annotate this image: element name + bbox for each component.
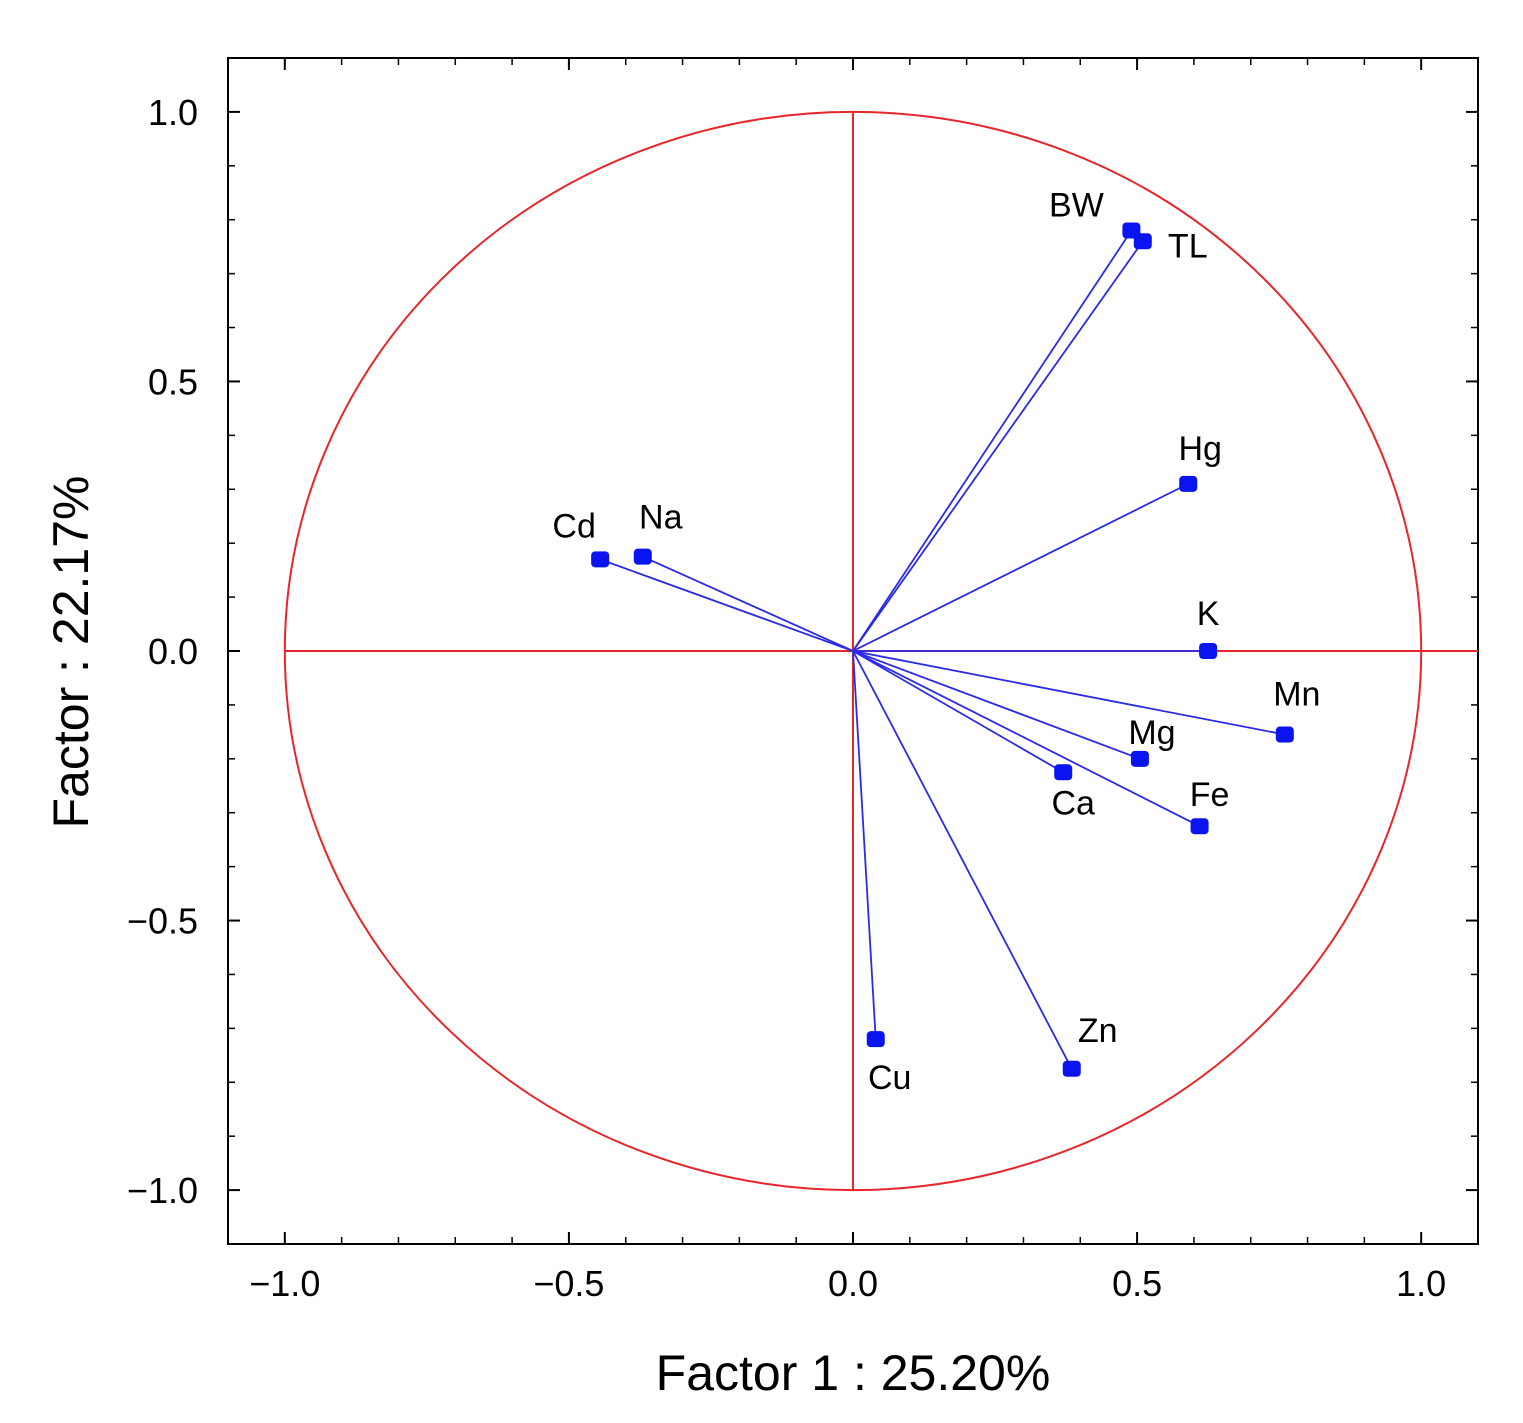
point-label-zn: Zn [1078, 1012, 1118, 1050]
point-tl [1133, 233, 1152, 250]
point-label-mn: Mn [1273, 676, 1320, 714]
point-na [633, 548, 652, 565]
point-mg [1130, 750, 1149, 767]
y-tick-label: 0.0 [148, 631, 198, 672]
point-label-ca: Ca [1051, 784, 1095, 822]
point-label-mg: Mg [1128, 714, 1175, 752]
point-cd [591, 551, 610, 568]
vector-na [642, 555, 854, 652]
point-label-bw: BW [1049, 187, 1104, 225]
vector-cd [599, 558, 854, 652]
vector-ca [852, 650, 1064, 774]
point-label-na: Na [639, 499, 683, 537]
vector-zn [852, 650, 1073, 1070]
point-label-k: K [1197, 595, 1220, 633]
x-axis-title: Factor 1 : 25.20% [656, 1345, 1051, 1401]
y-tick-label: 0.5 [148, 361, 198, 402]
vector-cu [852, 650, 877, 1040]
point-label-tl: TL [1168, 227, 1208, 265]
point-fe [1190, 818, 1209, 835]
major-ticks [228, 58, 1478, 1244]
point-zn [1062, 1060, 1081, 1077]
x-tick-label: −1.0 [249, 1263, 320, 1304]
vector-mn [852, 650, 1285, 736]
vector-hg [852, 483, 1189, 652]
point-label-cd: Cd [552, 507, 595, 545]
point-hg [1179, 475, 1198, 492]
point-label-cu: Cu [868, 1059, 911, 1097]
point-ca [1054, 764, 1073, 781]
x-tick-label: −0.5 [533, 1263, 604, 1304]
point-k [1199, 643, 1218, 659]
point-mn [1275, 726, 1294, 743]
minor-ticks [228, 58, 1478, 1244]
loading-points [591, 222, 1294, 1077]
vector-mg [852, 650, 1141, 760]
point-cu [866, 1031, 885, 1048]
y-axis-title: Factor : 22.17% [43, 476, 99, 829]
x-tick-label: 1.0 [1396, 1263, 1446, 1304]
y-tick-label: 1.0 [148, 92, 198, 133]
point-label-hg: Hg [1178, 430, 1221, 468]
point-label-fe: Fe [1190, 776, 1230, 814]
point-labels: BW TL Hg Cd Na K Mn Mg Ca Fe Zn Cu [552, 187, 1320, 1098]
loading-vectors [599, 230, 1285, 1070]
vector-tl [852, 240, 1144, 652]
vector-fe [852, 650, 1200, 828]
y-tick-label: −1.0 [127, 1170, 198, 1211]
tick-labels: −1.0 −0.5 0.0 0.5 1.0 −1.0 −0.5 0.0 0.5 1.0 [127, 92, 1446, 1304]
x-tick-label: 0.0 [828, 1263, 878, 1304]
vector-bw [852, 230, 1133, 652]
y-tick-label: −0.5 [127, 901, 198, 942]
x-tick-label: 0.5 [1112, 1263, 1162, 1304]
